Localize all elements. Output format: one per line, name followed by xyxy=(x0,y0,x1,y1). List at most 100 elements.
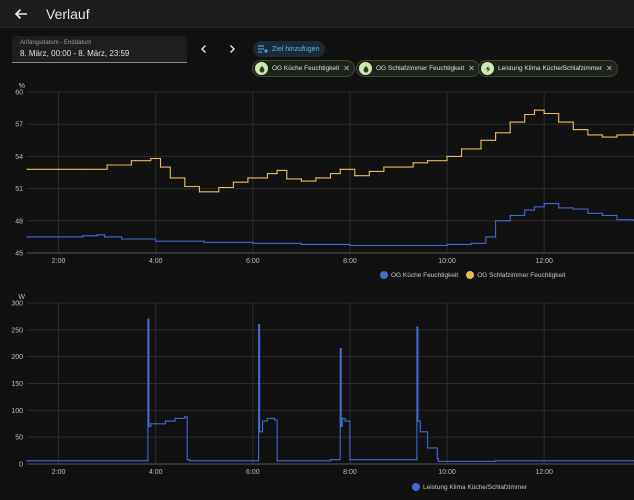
data-point xyxy=(524,209,526,211)
next-day-button[interactable] xyxy=(225,42,239,56)
target-chip-leistung-klima[interactable]: Leistung Klima Küche/Schlafzimmer ✕ xyxy=(478,60,618,77)
x-tick-label: 6:00 xyxy=(246,469,260,476)
y-tick-label: 45 xyxy=(15,251,23,258)
data-point xyxy=(276,169,278,171)
data-point xyxy=(203,241,205,243)
data-point xyxy=(480,139,482,141)
date-range-picker[interactable]: Anfangsdatum - Enddatum 8. März, 00:00 -… xyxy=(12,36,187,63)
data-point xyxy=(354,175,356,177)
legend-item-leistung[interactable]: Leistung Klima Küche/Schlafzimmer xyxy=(412,483,527,491)
data-point xyxy=(572,208,574,210)
data-point xyxy=(351,459,353,461)
data-point xyxy=(266,172,268,175)
data-point xyxy=(601,136,604,138)
legend-color-dot xyxy=(380,271,388,279)
data-point xyxy=(259,431,261,433)
legend-color-dot xyxy=(412,483,420,491)
data-point xyxy=(252,242,254,244)
remove-target-icon[interactable]: ✕ xyxy=(343,63,350,73)
target-chip-schlafzimmer-feuchtigkeit[interactable]: OG Schlafzimmer Feuchtigkeit ✕ xyxy=(356,60,480,77)
data-point xyxy=(198,191,200,193)
series-line xyxy=(27,318,634,462)
y-tick-label: 48 xyxy=(15,218,23,225)
data-point xyxy=(419,431,421,433)
remove-target-icon[interactable]: ✕ xyxy=(606,63,613,73)
data-point xyxy=(616,219,618,221)
data-point xyxy=(218,186,220,189)
data-point xyxy=(397,244,400,247)
data-point xyxy=(300,243,302,246)
legend-color-dot xyxy=(466,271,475,279)
data-point xyxy=(82,168,84,170)
legend-label: OG Schlafzimmer Feuchtigkeit xyxy=(477,271,566,279)
data-point xyxy=(341,417,343,419)
data-point xyxy=(349,244,351,247)
data-point xyxy=(417,420,419,422)
data-point xyxy=(186,459,188,461)
add-target-label: Ziel hinzufügen xyxy=(272,45,320,53)
x-tick-label: 8:00 xyxy=(343,258,357,265)
data-point xyxy=(461,148,463,150)
data-point xyxy=(150,423,152,425)
data-point xyxy=(145,460,147,462)
data-point xyxy=(315,177,317,179)
y-tick-label: 0 xyxy=(19,462,23,469)
y-tick-label: 300 xyxy=(11,301,23,308)
back-button[interactable] xyxy=(10,4,32,24)
legend-item-kueche[interactable]: OG Küche Feuchtigkeit xyxy=(380,271,458,279)
data-point xyxy=(427,447,429,449)
data-point xyxy=(437,460,439,462)
data-point xyxy=(558,207,560,209)
y-tick-label: 54 xyxy=(15,154,23,161)
data-point xyxy=(252,460,254,462)
data-point xyxy=(261,420,264,422)
data-point xyxy=(276,460,278,462)
x-tick-label: 10:00 xyxy=(438,469,456,476)
data-point xyxy=(159,166,162,168)
add-target-button[interactable]: Ziel hinzufügen xyxy=(253,41,326,57)
y-tick-label: 150 xyxy=(11,381,23,388)
target-chip-label: OG Küche Feuchtigkeit xyxy=(272,65,340,72)
data-point xyxy=(436,458,438,460)
data-point xyxy=(339,168,341,170)
x-tick-label: 10:00 xyxy=(438,258,456,265)
x-tick-label: 6:00 xyxy=(246,258,260,265)
data-point xyxy=(397,166,400,168)
data-point xyxy=(155,240,157,242)
target-chip-kueche-feuchtigkeit[interactable]: OG Küche Feuchtigkeit ✕ xyxy=(252,60,355,77)
y-axis-unit: W xyxy=(18,294,25,301)
target-chip-label: Leistung Klima Küche/Schlafzimmer xyxy=(498,65,603,72)
y-axis-unit: % xyxy=(19,83,25,90)
legend-label: Leistung Klima Küche/Schlafzimmer xyxy=(423,483,528,491)
legend-label: OG Küche Feuchtigkeit xyxy=(391,271,459,279)
x-tick-label: 2:00 xyxy=(52,258,66,265)
data-point xyxy=(446,243,448,246)
data-point xyxy=(169,177,171,179)
data-point xyxy=(150,157,152,160)
data-point xyxy=(164,420,166,422)
y-tick-label: 60 xyxy=(15,90,23,97)
top-app-bar: Verlauf xyxy=(0,0,634,28)
data-point xyxy=(329,459,332,461)
data-point xyxy=(495,132,497,134)
y-tick-label: 100 xyxy=(11,408,23,415)
data-point xyxy=(543,112,545,115)
data-point xyxy=(106,164,108,166)
data-point xyxy=(26,168,28,170)
data-point xyxy=(329,172,332,175)
previous-day-button[interactable] xyxy=(197,42,211,56)
data-point xyxy=(509,121,511,123)
data-point xyxy=(247,177,249,179)
y-tick-label: 57 xyxy=(15,122,23,129)
water-drop-icon xyxy=(359,62,372,75)
data-point xyxy=(184,416,186,418)
legend-item-schlafzimmer[interactable]: OG Schlafzimmer Feuchtigkeit xyxy=(466,271,565,279)
data-point xyxy=(344,420,346,422)
x-tick-label: 12:00 xyxy=(535,258,553,265)
y-tick-label: 200 xyxy=(11,354,23,361)
data-point xyxy=(495,220,497,222)
humidity-chart-legend: OG Küche Feuchtigkeit OG Schlafzimmer Fe… xyxy=(380,271,565,279)
date-range-label: Anfangsdatum - Enddatum xyxy=(20,40,92,46)
remove-target-icon[interactable]: ✕ xyxy=(468,63,475,73)
